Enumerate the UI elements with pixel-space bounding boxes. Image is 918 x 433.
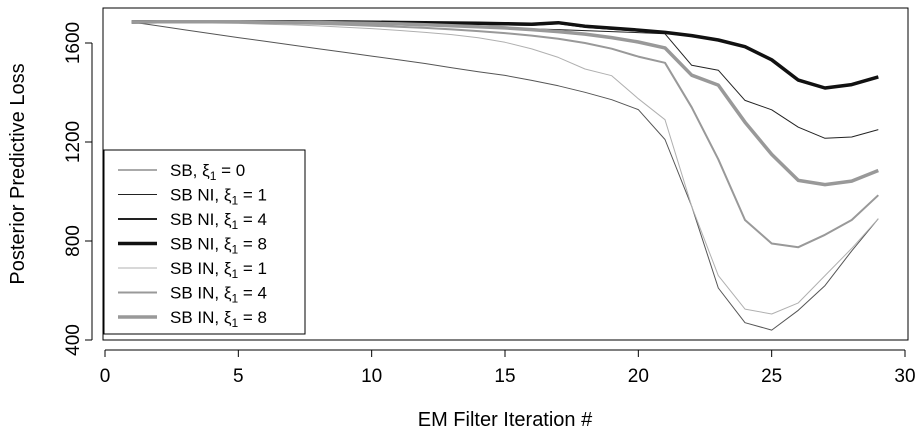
y-tick-label: 400 bbox=[63, 324, 84, 356]
x-tick-label: 10 bbox=[361, 366, 382, 387]
y-tick-label: 1200 bbox=[63, 121, 84, 163]
legend-label: SB NI, ξ1 = 1 bbox=[170, 186, 267, 208]
series-lines bbox=[131, 19, 879, 331]
y-axis: 400 800 1200 1600 bbox=[63, 22, 93, 356]
series-line-7 bbox=[131, 19, 879, 187]
legend: SB, ξ1 = 0 SB NI, ξ1 = 1SB NI, ξ1 = 4 SB N… bbox=[103, 149, 306, 335]
series-line-5 bbox=[131, 21, 879, 315]
legend-label: SB NI, ξ1 = 4 bbox=[170, 210, 267, 232]
series-line-1 bbox=[131, 21, 879, 331]
y-tick-label: 800 bbox=[63, 225, 84, 257]
legend-label: SB IN, ξ1 = 8 bbox=[170, 308, 267, 330]
legend-item: SB, ξ1 = 0 bbox=[118, 161, 245, 183]
legend-label: SB NI, ξ1 = 8 bbox=[170, 235, 267, 257]
x-tick-label: 25 bbox=[761, 366, 782, 387]
y-axis-title: Posterior Predictive Loss bbox=[7, 63, 29, 284]
x-tick-label: 20 bbox=[628, 366, 649, 387]
series-line-4 bbox=[131, 19, 879, 90]
x-axis: 0 5 10 15 20 25 30 bbox=[100, 349, 916, 387]
x-tick-label: 30 bbox=[894, 366, 915, 387]
legend-label: SB IN, ξ1 = 4 bbox=[170, 284, 267, 306]
plot-frame bbox=[102, 7, 909, 341]
legend-item: SB NI, ξ1 = 8 bbox=[118, 235, 267, 257]
x-tick-label: 0 bbox=[100, 366, 111, 387]
legend-item: SB IN, ξ1 = 4 bbox=[118, 284, 267, 306]
series-line-3 bbox=[131, 20, 879, 89]
legend-label: SB IN, ξ1 = 1 bbox=[170, 259, 267, 281]
x-axis-title: EM Filter Iteration # bbox=[418, 409, 593, 431]
legend-item: SB NI, ξ1 = 1 bbox=[118, 186, 267, 208]
series-line-2 bbox=[131, 21, 879, 139]
x-tick-label: 15 bbox=[494, 366, 515, 387]
legend-label: SB, ξ1 = 0 bbox=[170, 161, 245, 183]
legend-item: SB NI, ξ1 = 4 bbox=[118, 210, 267, 232]
y-tick-label: 1600 bbox=[63, 22, 84, 64]
legend-item: SB IN, ξ1 = 8 bbox=[118, 308, 267, 330]
legend-item: SB IN, ξ1 = 1 bbox=[118, 259, 267, 281]
x-tick-label: 5 bbox=[233, 366, 244, 387]
